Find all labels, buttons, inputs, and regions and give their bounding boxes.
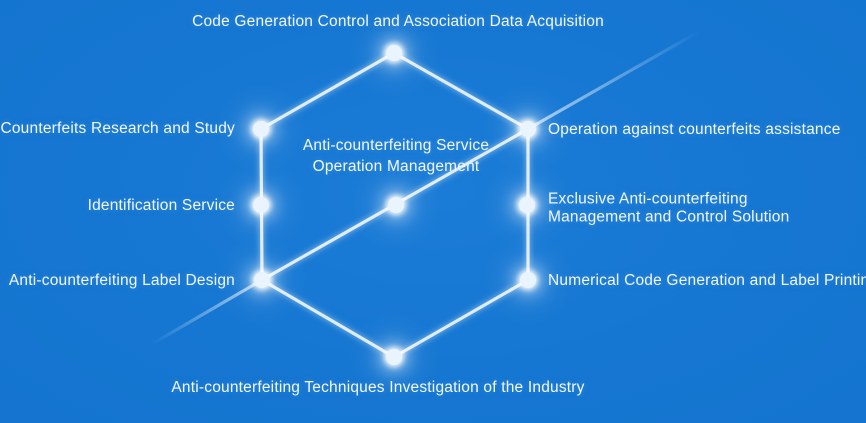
node-right-middle xyxy=(519,197,535,213)
label-anti-counterfeiting-label-design: Anti-counterfeiting Label Design xyxy=(8,272,235,289)
edge-top-right xyxy=(392,51,530,131)
label-operation-against-counterfeits: Operation against counterfeits assistanc… xyxy=(548,121,841,138)
label-identification-service: Identification Service xyxy=(87,197,235,214)
node-left-top xyxy=(253,121,269,137)
node-center xyxy=(388,197,404,213)
node-left-bottom xyxy=(254,272,270,288)
node-top xyxy=(386,45,402,61)
label-counterfeits-research: Counterfeits Research and Study xyxy=(0,120,235,137)
node-bottom xyxy=(386,349,402,365)
beam-extension-upper xyxy=(526,29,702,131)
label-exclusive-line1: Exclusive Anti-counterfeiting xyxy=(548,190,748,208)
node-left-middle xyxy=(253,197,269,213)
node-right-bottom xyxy=(520,272,536,288)
label-techniques-investigation: Anti-counterfeiting Techniques Investiga… xyxy=(171,379,585,396)
node-right-top xyxy=(520,121,536,137)
label-exclusive-management-solution: Exclusive Anti-counterfeiting Management… xyxy=(548,191,789,226)
beam-extension-lower xyxy=(150,278,264,346)
center-label-line1: Anti-counterfeiting Service xyxy=(302,137,490,154)
label-exclusive-line2: Management and Control Solution xyxy=(548,208,790,225)
edge-bottom-left xyxy=(260,278,396,359)
label-center-service-operation-management: Anti-counterfeiting Service Operation Ma… xyxy=(303,135,489,177)
label-code-generation-control: Code Generation Control and Association … xyxy=(192,13,604,30)
label-numerical-code-generation: Numerical Code Generation and Label Prin… xyxy=(548,272,866,289)
edge-top-left xyxy=(259,51,396,131)
center-label-line2: Operation Management xyxy=(312,158,480,175)
edge-bottom-right xyxy=(392,278,530,359)
